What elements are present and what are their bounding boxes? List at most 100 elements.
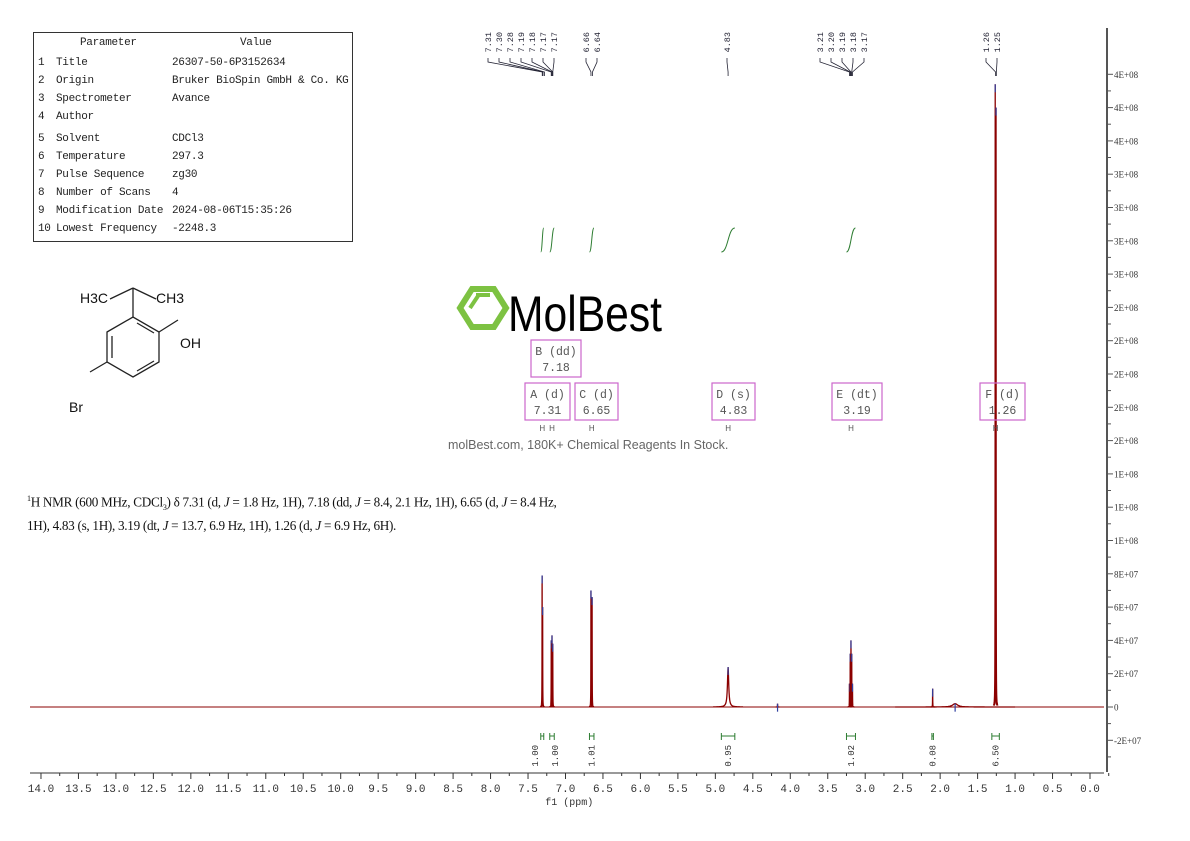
param-key: Pulse Sequence — [56, 169, 145, 181]
peak-label: 3.20 — [827, 32, 837, 52]
parameter-table: Parameter Value 1 Title 26307-50-6P3152634… — [33, 32, 353, 242]
peak-label-connector — [498, 58, 544, 76]
peak-label-connector — [585, 58, 592, 76]
param-key: Solvent — [56, 133, 101, 145]
y-tick-label: 2E+07 — [1114, 669, 1139, 679]
param-value: Bruker BioSpin GmbH & Co. KG — [172, 75, 349, 87]
peak-label: 7.31 — [484, 32, 494, 52]
peak-label: 3.18 — [849, 32, 859, 52]
x-tick-label: 11.5 — [215, 784, 241, 796]
param-key: Title — [56, 57, 88, 69]
integral-value: 0.95 — [724, 745, 734, 767]
peak-label-connector — [509, 58, 545, 76]
benzene-ring — [106, 316, 160, 378]
peak-label: 1.26 — [982, 32, 992, 52]
integral-value: 0.08 — [929, 745, 939, 767]
multiplet-h-label: H — [539, 424, 545, 433]
peak-label-connector — [520, 58, 552, 76]
integral-curve — [721, 227, 736, 253]
integral-bracket — [549, 733, 555, 740]
param-index: 3 — [38, 93, 45, 105]
param-index: 4 — [38, 111, 45, 123]
param-header: Parameter — [80, 37, 137, 49]
param-key: Temperature — [56, 151, 126, 163]
peak-label: 7.18 — [528, 32, 538, 52]
param-value: 26307-50-6P3152634 — [172, 57, 286, 69]
nmr-description-line2: 1H), 4.83 (s, 1H), 3.19 (dt, J = 13.7, 6… — [27, 518, 397, 534]
param-value: -2248.3 — [172, 223, 217, 235]
x-tick-label: 13.5 — [65, 784, 91, 796]
y-tick-label: 4E+07 — [1114, 636, 1139, 646]
multiplet-shift: 4.83 — [720, 405, 748, 418]
peak-label-connector — [531, 58, 553, 76]
y-tick-label: 2E+08 — [1114, 303, 1139, 313]
peak-label-connector — [552, 58, 555, 76]
param-key: Spectrometer — [56, 93, 132, 105]
multiplet-h-label: H — [725, 424, 731, 433]
x-tick-label: 7.0 — [556, 784, 576, 796]
integral-value: 1.00 — [531, 745, 541, 767]
x-tick-label: 10.0 — [327, 784, 353, 796]
x-tick-label: 1.0 — [1005, 784, 1025, 796]
nmr-description: 1H NMR (600 MHz, CDCl3) δ 7.31 (d, J = 1… — [27, 490, 627, 535]
x-tick-label: 14.0 — [28, 784, 54, 796]
integral-value: 1.00 — [551, 745, 561, 767]
multiplet-label: B (dd) — [535, 346, 576, 359]
y-tick-label: 2E+08 — [1114, 403, 1139, 413]
param-value: 297.3 — [172, 151, 204, 163]
x-tick-label: 12.5 — [140, 784, 166, 796]
multiplet-h-label: H — [549, 424, 555, 433]
peak-label-connector — [487, 58, 543, 76]
x-tick-label: 9.0 — [406, 784, 426, 796]
integral-bracket — [991, 733, 1000, 740]
multiplet-label: E (dt) — [836, 389, 877, 402]
x-tick-label: 4.5 — [743, 784, 763, 796]
param-value: 4 — [172, 187, 179, 199]
brand-text: MolBest — [508, 286, 662, 342]
x-tick-label: 2.0 — [930, 784, 950, 796]
x-tick-label: 3.5 — [818, 784, 838, 796]
multiplet-shift: 1.26 — [989, 405, 1017, 418]
multiplet-shift: 3.19 — [843, 405, 871, 418]
y-tick-label: 6E+07 — [1114, 603, 1139, 613]
x-tick-label: 0.5 — [1043, 784, 1063, 796]
multiplet-box — [524, 382, 571, 421]
integral-bracket — [720, 733, 736, 740]
param-value: Avance — [172, 93, 210, 105]
peak-label-connector — [830, 58, 851, 76]
x-tick-label: 12.0 — [178, 784, 204, 796]
x-tick-label: 1.5 — [968, 784, 988, 796]
x-tick-label: 8.0 — [481, 784, 501, 796]
x-tick-label: 6.5 — [593, 784, 613, 796]
multiplet-h-label: H — [993, 424, 999, 433]
peak-label-connector — [985, 58, 996, 76]
multiplet-h-label: H — [848, 424, 854, 433]
integral-value: 6.50 — [992, 745, 1002, 767]
y-tick-label: 1E+08 — [1114, 469, 1139, 479]
peak-label-connector — [851, 58, 854, 76]
y-tick-label: 2E+08 — [1114, 436, 1139, 446]
peak-label: 7.17 — [550, 32, 560, 52]
peak-label: 1.25 — [993, 32, 1003, 52]
param-index: 9 — [38, 205, 45, 217]
integral-curve — [549, 227, 555, 253]
y-tick-label: 3E+08 — [1114, 270, 1139, 280]
peak-label: 6.64 — [593, 32, 603, 52]
x-tick-label: 7.5 — [518, 784, 538, 796]
y-tick-label: 2E+08 — [1114, 336, 1139, 346]
x-tick-label: 3.0 — [855, 784, 875, 796]
x-tick-label: 8.5 — [443, 784, 463, 796]
param-index: 2 — [38, 75, 45, 87]
param-index: 1 — [38, 57, 45, 69]
peak-label-connector — [726, 58, 729, 76]
multiplet-box — [574, 382, 619, 421]
integral-bracket — [845, 733, 856, 740]
multiplet-box — [831, 382, 883, 421]
x-tick-label: 4.0 — [780, 784, 800, 796]
multiplet-shift: 7.18 — [542, 362, 570, 375]
param-index: 10 — [38, 223, 51, 235]
y-tick-label: 3E+08 — [1114, 236, 1139, 246]
param-key: Author — [56, 111, 94, 123]
x-tick-label: 0.0 — [1080, 784, 1100, 796]
